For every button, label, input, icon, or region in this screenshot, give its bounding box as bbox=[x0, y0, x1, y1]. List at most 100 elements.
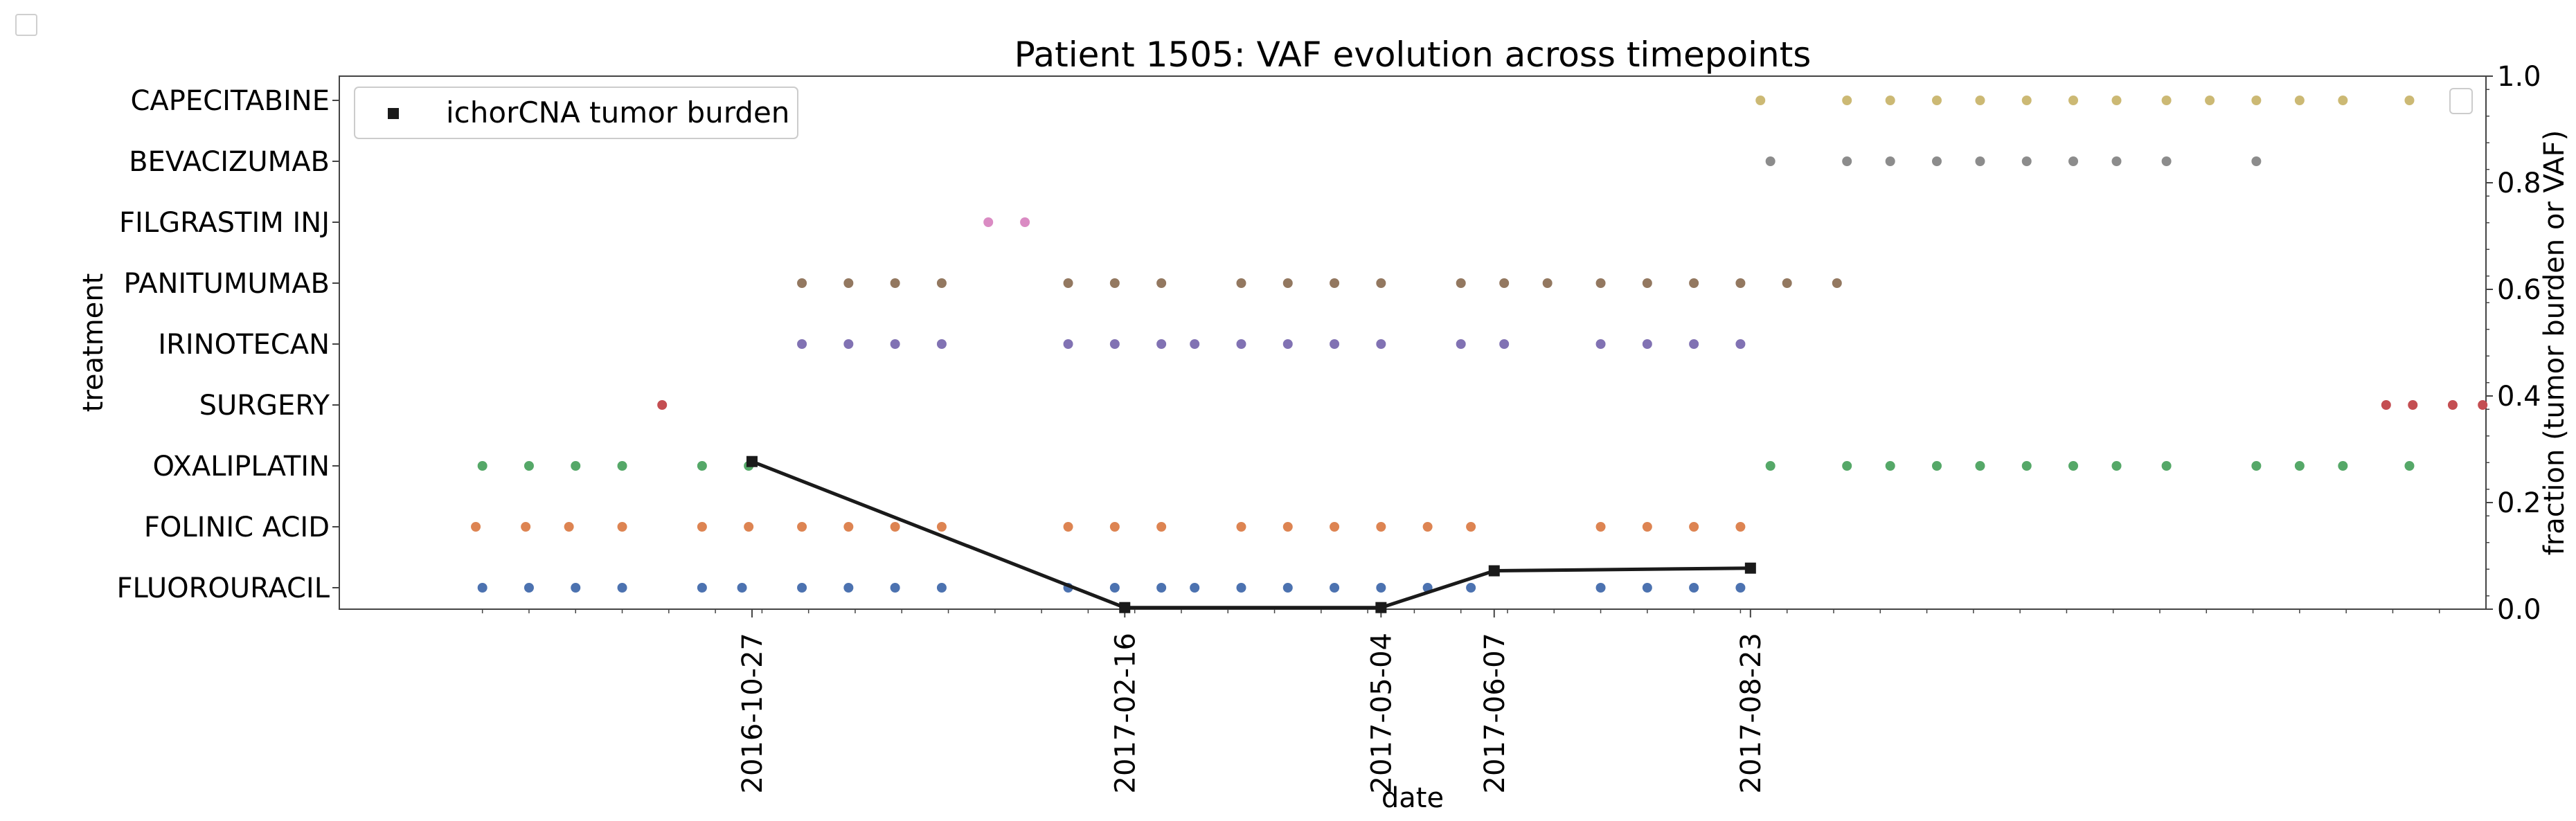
treatment-dot bbox=[1735, 339, 1746, 349]
treatment-dot bbox=[477, 583, 488, 593]
y-tick-label: FOLINIC ACID bbox=[144, 512, 330, 543]
treatment-dot bbox=[744, 522, 754, 532]
treatment-dot bbox=[2021, 156, 2032, 166]
treatment-dot bbox=[1156, 278, 1167, 288]
treatment-dot bbox=[1735, 278, 1746, 288]
treatment-dot bbox=[890, 522, 900, 532]
treatment-dot bbox=[617, 461, 627, 471]
treatment-dots bbox=[471, 96, 2488, 593]
treatment-dot bbox=[1975, 156, 1985, 166]
treatment-dot bbox=[1499, 278, 1510, 288]
treatment-dot bbox=[1975, 461, 1985, 471]
legend-marker-square bbox=[388, 108, 399, 119]
treatment-dot bbox=[1190, 339, 1200, 349]
treatment-dot bbox=[1595, 522, 1606, 532]
treatment-dot bbox=[2021, 461, 2032, 471]
treatment-dot bbox=[1330, 522, 1340, 532]
treatment-dot bbox=[1282, 339, 1293, 349]
y-axis-label: treatment bbox=[78, 273, 109, 413]
treatment-dot bbox=[2381, 400, 2391, 410]
plot-area bbox=[339, 75, 2487, 610]
treatment-dot bbox=[2205, 96, 2215, 105]
tumor-burden-point bbox=[1119, 602, 1131, 613]
treatment-dot bbox=[797, 522, 807, 532]
treatment-dot bbox=[1765, 461, 1776, 471]
treatment-dot bbox=[1642, 522, 1652, 532]
treatment-dot bbox=[1885, 461, 1895, 471]
tumor-burden-point bbox=[1744, 562, 1756, 574]
treatment-dot bbox=[2161, 96, 2172, 105]
treatment-dot bbox=[843, 339, 854, 349]
treatment-dot bbox=[1542, 278, 1553, 288]
treatment-dot bbox=[1842, 461, 1852, 471]
treatment-dot bbox=[617, 522, 627, 532]
treatment-dot bbox=[1735, 583, 1746, 593]
treatment-dot bbox=[1422, 522, 1433, 532]
treatment-dot bbox=[1975, 96, 1985, 105]
treatment-dot bbox=[1190, 583, 1200, 593]
treatment-dot bbox=[1689, 339, 1699, 349]
treatment-dot bbox=[1236, 339, 1246, 349]
treatment-dot bbox=[1282, 522, 1293, 532]
treatment-dot bbox=[983, 217, 994, 227]
treatment-dot bbox=[617, 583, 627, 593]
treatment-dot bbox=[797, 583, 807, 593]
treatment-dot bbox=[2408, 400, 2418, 410]
treatment-dot bbox=[1735, 522, 1746, 532]
treatment-dot bbox=[1755, 96, 1766, 105]
treatment-dot bbox=[2447, 400, 2458, 410]
treatment-dot bbox=[2161, 156, 2172, 166]
treatment-dot bbox=[1595, 278, 1606, 288]
figure-checkbox[interactable] bbox=[15, 14, 37, 36]
treatment-dot bbox=[2161, 461, 2172, 471]
treatment-dot bbox=[697, 461, 707, 471]
treatment-dot bbox=[2404, 96, 2415, 105]
treatment-dot bbox=[1642, 339, 1652, 349]
treatment-dot bbox=[2111, 461, 2122, 471]
treatment-dot bbox=[1376, 522, 1386, 532]
treatment-dot bbox=[1689, 278, 1699, 288]
y2-tick-label: 0.8 bbox=[2497, 168, 2541, 199]
treatment-dot bbox=[2251, 156, 2262, 166]
x-axis-label: date bbox=[1381, 782, 1444, 814]
treatment-dot bbox=[2404, 461, 2415, 471]
treatment-dot bbox=[1595, 339, 1606, 349]
y-tick-label: FLUOROURACIL bbox=[117, 572, 330, 604]
legend-entry-label: ichorCNA tumor burden bbox=[446, 96, 789, 129]
treatment-dot bbox=[2294, 461, 2305, 471]
treatment-dot bbox=[1109, 583, 1120, 593]
tumor-burden-point bbox=[1488, 565, 1500, 577]
treatment-dot bbox=[1156, 339, 1167, 349]
treatment-dot bbox=[2251, 461, 2262, 471]
treatment-dot bbox=[1330, 583, 1340, 593]
treatment-dot bbox=[1020, 217, 1030, 227]
treatment-dot bbox=[797, 278, 807, 288]
treatment-dot bbox=[521, 522, 531, 532]
x-axis: 2016-10-27 2017-02-16 2017-05-04 2017-06-07… bbox=[737, 609, 1767, 793]
y-tick-label: SURGERY bbox=[199, 390, 330, 422]
chart-title: Patient 1505: VAF evolution across timep… bbox=[1014, 35, 1812, 75]
treatment-dot bbox=[1156, 522, 1167, 532]
y2-axis-label: fraction (tumor burden or VAF) bbox=[2539, 130, 2570, 556]
treatment-dot bbox=[2478, 400, 2488, 410]
x-tick-label: 2016-10-27 bbox=[737, 633, 769, 793]
treatment-dot bbox=[843, 522, 854, 532]
treatment-dot bbox=[1456, 278, 1466, 288]
y2-tick-label: 0.0 bbox=[2497, 594, 2541, 626]
x-tick-label: 2017-02-16 bbox=[1109, 633, 1141, 793]
treatment-dot bbox=[1330, 339, 1340, 349]
treatment-dot bbox=[1376, 278, 1386, 288]
treatment-dot bbox=[1782, 278, 1792, 288]
y-tick-label: FILGRASTIM INJ bbox=[119, 207, 330, 239]
treatment-dot bbox=[1063, 522, 1073, 532]
treatment-dot bbox=[2294, 96, 2305, 105]
treatment-dot bbox=[936, 583, 947, 593]
y-tick-label: PANITUMUMAB bbox=[124, 268, 330, 300]
y2-tick-label: 1.0 bbox=[2497, 61, 2541, 93]
treatment-dot bbox=[2068, 461, 2079, 471]
treatment-dot bbox=[1109, 522, 1120, 532]
treatment-dot bbox=[737, 583, 747, 593]
treatment-dot bbox=[2338, 461, 2348, 471]
legend-placeholder-box bbox=[2449, 88, 2473, 114]
y2-tick-label: 0.4 bbox=[2497, 381, 2541, 413]
